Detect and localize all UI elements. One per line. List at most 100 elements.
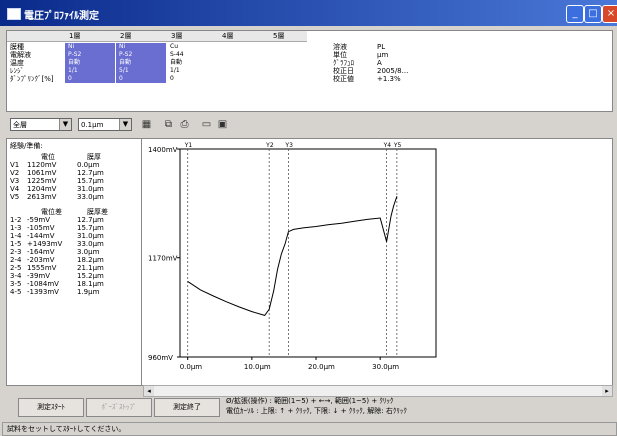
- row-label: 膜種: [10, 43, 24, 51]
- grid-icon[interactable]: ▦: [141, 119, 152, 130]
- info-label: 単位: [333, 51, 347, 59]
- chevron-down-icon[interactable]: ▼: [59, 119, 71, 130]
- readout-row-value: -164mV: [27, 248, 55, 256]
- readout-row-label: 2-5: [10, 264, 22, 272]
- layer3-cell[interactable]: 自動: [170, 59, 183, 66]
- cursor-marker-label: Y1: [184, 142, 193, 149]
- readout-row-value: -59mV: [27, 216, 51, 224]
- cursor-marker-label: Y3: [284, 142, 293, 149]
- layer2-cell[interactable]: Ni: [116, 43, 166, 51]
- maximize-button[interactable]: □: [584, 5, 602, 23]
- readout-row-label: V1: [10, 161, 20, 169]
- readout-row-value: +1493mV: [27, 240, 63, 248]
- readout-row-value: 2613mV: [27, 193, 57, 201]
- chevron-down-icon[interactable]: ▼: [119, 119, 131, 130]
- readout-row-value: -39mV: [27, 272, 51, 280]
- readout-row-value: 33.0µm: [77, 240, 104, 248]
- x-tick-label: 0.0µm: [180, 363, 203, 371]
- layer1-cell[interactable]: 0: [65, 75, 115, 83]
- layer1-cell[interactable]: P-S2: [65, 51, 115, 59]
- info-value: 2005/8...: [377, 67, 409, 75]
- end-measurement-button[interactable]: 測定終了: [154, 398, 220, 417]
- layer3-cell[interactable]: Cu: [170, 43, 178, 50]
- scroll-right-icon[interactable]: ▸: [602, 386, 612, 396]
- layer3-cell[interactable]: 0: [170, 75, 174, 82]
- layer3-cell[interactable]: 1/1: [170, 67, 180, 74]
- plot-frame: [179, 148, 437, 358]
- readout-row-value: 12.7µm: [77, 169, 104, 177]
- scroll-left-icon[interactable]: ◂: [144, 386, 154, 396]
- readout-row-label: 3-5: [10, 280, 22, 288]
- column-header[interactable]: 3層: [171, 32, 183, 40]
- layer1-cell[interactable]: Ni: [65, 43, 115, 51]
- layer-select[interactable]: 全層 ▼: [10, 118, 72, 131]
- readout-row-label: 2-4: [10, 256, 22, 264]
- readout-row-value: 1225mV: [27, 177, 57, 185]
- readout-row-label: 1-2: [10, 216, 22, 224]
- print-icon[interactable]: ⎙: [180, 119, 189, 130]
- toolbar: 全層 ▼ 0.1µm ▼ ▦ ⧉ ⎙ ▭ ▣: [6, 114, 611, 136]
- y-tick-label: 1400mV: [148, 146, 178, 154]
- layer-select-value: 全層: [13, 121, 27, 129]
- readout-row-value: 15.7µm: [77, 224, 104, 232]
- window-title: 電圧ﾌﾟﾛﾌｧｲﾙ測定: [24, 11, 99, 22]
- info-value: +1.3%: [377, 75, 401, 83]
- measurement-settings-panel: 1層 2層 3層 4層 5層 膜種 電解液 温度 ﾚﾝｼﾞ ﾀﾞﾝﾌﾟﾘﾝｸﾞ[…: [6, 30, 613, 112]
- status-bar: 試料をセットしてｽﾀｰﾄしてください。: [2, 422, 617, 436]
- open-folder-icon[interactable]: ▭: [201, 119, 212, 130]
- close-button[interactable]: ×: [602, 5, 617, 23]
- cursor-marker-label: Y5: [393, 142, 402, 149]
- readout-row-value: 18.1µm: [77, 280, 104, 288]
- chart-area[interactable]: 1400mV 1170mV 960mV 0.0µm 10.0µm 20.0µm 30.0µm…: [141, 138, 613, 386]
- row-label: 電解液: [10, 51, 31, 59]
- save-icon[interactable]: ▣: [217, 119, 228, 130]
- info-label: 溶液: [333, 43, 347, 51]
- readout-row-value: 1120mV: [27, 161, 57, 169]
- readout-row-value: 15.7µm: [77, 177, 104, 185]
- layer1-cell[interactable]: 自動: [65, 59, 115, 67]
- readout-row-label: 2-3: [10, 248, 22, 256]
- minimize-button[interactable]: _: [566, 5, 584, 23]
- column-header[interactable]: 1層: [69, 32, 81, 40]
- readout-row-label: V2: [10, 169, 20, 177]
- readout-row-value: 31.0µm: [77, 185, 104, 193]
- info-value: µm: [377, 51, 389, 59]
- readout-row-value: 15.2µm: [77, 272, 104, 280]
- copy-icon[interactable]: ⧉: [164, 119, 173, 130]
- layer-column-header: 1層 2層 3層 4層 5層: [7, 31, 307, 42]
- info-label: ｸﾞﾗﾌｭﾛ: [333, 59, 354, 67]
- readout-row-value: 1204mV: [27, 185, 57, 193]
- row-label: 温度: [10, 59, 24, 67]
- horizontal-scrollbar[interactable]: ◂ ▸: [143, 385, 613, 397]
- readout-row-label: 1-3: [10, 224, 22, 232]
- readout-row-value: -144mV: [27, 232, 55, 240]
- column-header[interactable]: 4層: [222, 32, 234, 40]
- pause-button[interactable]: ﾎﾟｰｽﾞｽﾄｯﾌﾟ: [86, 398, 152, 417]
- start-measurement-button[interactable]: 測定ｽﾀｰﾄ: [18, 398, 84, 417]
- cursor-marker-label: Y4: [383, 142, 392, 149]
- info-label: 校正値: [333, 75, 354, 83]
- readout-title: 経験/準備:: [10, 142, 43, 150]
- layer3-cell[interactable]: S-44: [170, 51, 184, 58]
- readout-row-value: 33.0µm: [77, 193, 104, 201]
- readout-head: 膜厚: [87, 153, 101, 161]
- layer2-cell[interactable]: P-S2: [116, 51, 166, 59]
- layer2-cell[interactable]: 0: [116, 75, 166, 83]
- readout-row-label: V5: [10, 193, 20, 201]
- readout-panel: 経験/準備: 電位 膜厚 V1 1120mV 0.0µm V2 1061mV 12.7µm…: [6, 138, 142, 386]
- layer2-cell[interactable]: 5/1: [116, 67, 166, 75]
- layer2-cell[interactable]: 自動: [116, 59, 166, 67]
- layer1-cell[interactable]: 1/1: [65, 67, 115, 75]
- scale-select[interactable]: 0.1µm ▼: [78, 118, 132, 131]
- usage-hint: 電位ｶｰｿﾙ : 上限: ↑ + ｸﾘｯｸ, 下限: ↓ + ｸﾘｯｸ, 解除:…: [226, 407, 407, 415]
- column-header[interactable]: 2層: [120, 32, 132, 40]
- readout-row-value: 31.0µm: [77, 232, 104, 240]
- row-label: ﾚﾝｼﾞ: [10, 67, 24, 75]
- title-bar[interactable]: 電圧ﾌﾟﾛﾌｧｲﾙ測定 _ □ ×: [0, 0, 617, 26]
- readout-row-value: 18.2µm: [77, 256, 104, 264]
- readout-row-value: 0.0µm: [77, 161, 100, 169]
- readout-row-label: 1-5: [10, 240, 22, 248]
- y-tick-label: 1170mV: [148, 255, 178, 263]
- voltage-profile-chart[interactable]: 1400mV 1170mV 960mV 0.0µm 10.0µm 20.0µm 30.0µm…: [142, 139, 612, 385]
- column-header[interactable]: 5層: [273, 32, 285, 40]
